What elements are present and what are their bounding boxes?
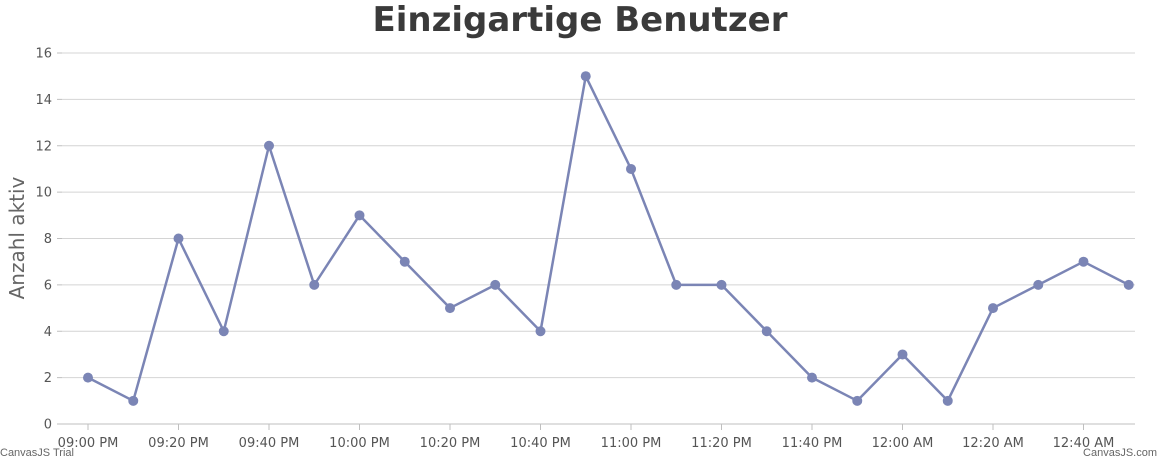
y-tick-label-3: 6	[44, 278, 52, 293]
data-point-23[interactable]	[1123, 279, 1134, 290]
series-line-0	[87, 74, 1130, 403]
x-tick-label-0: 09:00 PM	[58, 436, 119, 451]
x-tick-label-5: 10:40 PM	[510, 436, 571, 451]
data-point-0[interactable]	[83, 372, 93, 383]
data-point-14[interactable]	[716, 279, 727, 290]
data-point-1[interactable]	[128, 395, 139, 406]
credit-left: CanvasJS Trial	[0, 447, 74, 457]
y-axis-title: Anzahl aktiv	[5, 176, 29, 299]
data-point-12[interactable]	[626, 163, 636, 174]
series-layer	[83, 71, 1134, 406]
y-tick-label-6: 12	[35, 139, 52, 154]
data-point-18[interactable]	[897, 349, 908, 360]
y-tick-label-0: 0	[44, 418, 52, 433]
y-tick-label-4: 8	[44, 232, 52, 247]
data-point-5[interactable]	[309, 279, 320, 290]
data-point-4[interactable]	[264, 140, 274, 151]
data-point-22[interactable]	[1078, 256, 1089, 267]
x-tick-label-4: 10:20 PM	[420, 436, 481, 451]
data-point-16[interactable]	[807, 372, 817, 383]
y-tick-label-1: 2	[44, 371, 52, 386]
x-tick-label-10: 12:20 AM	[962, 436, 1024, 451]
data-point-17[interactable]	[852, 395, 863, 406]
chart-title: Einzigartige Benutzer	[373, 0, 788, 40]
data-point-3[interactable]	[218, 326, 229, 337]
data-point-21[interactable]	[1033, 279, 1044, 290]
x-tick-label-6: 11:00 PM	[601, 436, 662, 451]
credit-right: CanvasJS.com	[1083, 447, 1157, 457]
data-point-7[interactable]	[399, 256, 410, 267]
data-point-19[interactable]	[942, 395, 953, 406]
data-point-2[interactable]	[173, 233, 184, 244]
x-tick-label-11: 12:40 AM	[1053, 436, 1115, 451]
y-tick-label-2: 4	[44, 325, 52, 340]
data-point-15[interactable]	[761, 326, 772, 337]
data-point-20[interactable]	[988, 303, 998, 314]
x-tick-label-8: 11:40 PM	[782, 436, 843, 451]
gridlines	[62, 52, 1135, 379]
data-point-13[interactable]	[671, 279, 682, 290]
data-point-11[interactable]	[580, 71, 591, 82]
y-axis-ticks: 0 2 4 6 8 10 12 14 16	[35, 47, 62, 433]
x-tick-label-1: 09:20 PM	[148, 436, 209, 451]
y-tick-label-8: 16	[35, 47, 52, 62]
data-point-6[interactable]	[354, 210, 365, 221]
x-tick-label-3: 10:00 PM	[329, 436, 390, 451]
y-tick-label-5: 10	[35, 186, 52, 201]
data-point-9[interactable]	[490, 279, 501, 290]
x-tick-label-2: 09:40 PM	[239, 436, 300, 451]
y-tick-label-7: 14	[35, 93, 52, 108]
x-axis-ticks: 09:00 PM 09:20 PM 09:40 PM 10:00 PM 10:20 PM…	[58, 424, 1115, 451]
data-point-10[interactable]	[535, 326, 546, 337]
x-tick-label-9: 12:00 AM	[872, 436, 934, 451]
x-tick-label-7: 11:20 PM	[691, 436, 752, 451]
data-point-8[interactable]	[445, 303, 455, 314]
